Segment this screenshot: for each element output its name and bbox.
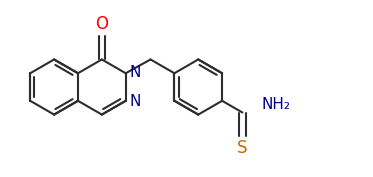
Text: NH₂: NH₂	[262, 97, 291, 112]
Text: S: S	[237, 139, 248, 157]
Text: N: N	[130, 94, 141, 109]
Text: O: O	[95, 15, 108, 33]
Text: N: N	[130, 65, 141, 80]
